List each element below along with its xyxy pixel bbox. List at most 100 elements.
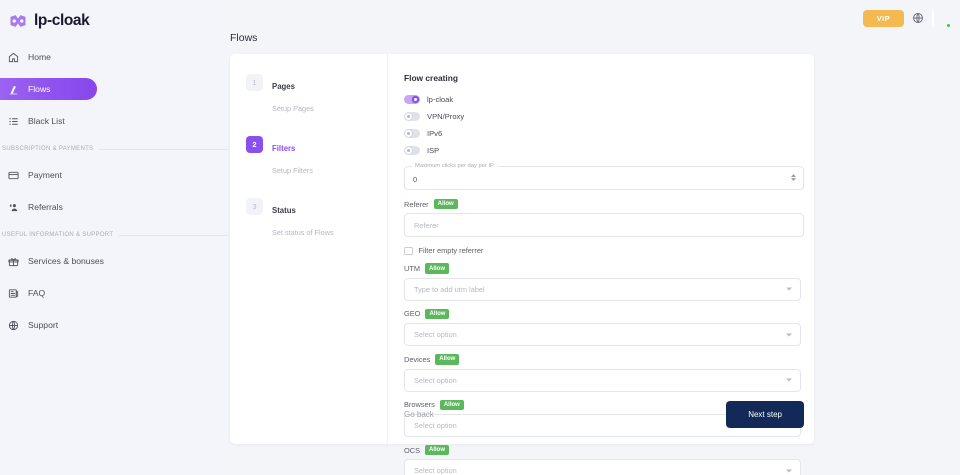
sidebar-section-subscription: SUBSCRIPTION & PAYMENTS (0, 146, 228, 152)
browsers-placeholder: Select option (414, 420, 457, 430)
chevron-down-icon (786, 287, 792, 291)
sidebar-item-label: Flows (28, 84, 51, 94)
devices-label-row: Devices Allow (404, 354, 804, 365)
utm-label-row: UTM Allow (404, 263, 804, 274)
referer-allow-badge[interactable]: Allow (433, 199, 458, 210)
utm-allow-badge[interactable]: Allow (425, 263, 450, 274)
step-title: Filters (272, 144, 296, 154)
chevron-down-icon (786, 469, 792, 473)
ocs-label: OCS (404, 445, 421, 455)
ocs-placeholder: Select option (414, 466, 457, 475)
card-footer: Go back Next step (404, 401, 804, 428)
step-number: 3 (246, 198, 263, 216)
utm-select[interactable]: Type to add utm label (404, 277, 801, 301)
geo-placeholder: Select option (414, 330, 457, 340)
sidebar-item-services-bonuses[interactable]: Services & bonuses (0, 250, 228, 272)
sidebar-section-useful-info: USEFUL INFORMATION & SUPPORT (0, 232, 228, 238)
toggle-switch[interactable] (404, 146, 420, 155)
toggle-vpn-proxy[interactable]: VPN/Proxy (404, 110, 804, 123)
devices-label: Devices (404, 354, 431, 364)
devices-select[interactable]: Select option (404, 368, 801, 392)
steps-column: 1 Pages Setup Pages 2 Filters Setup Filt… (230, 54, 388, 444)
sidebar-item-support[interactable]: Support (0, 314, 228, 336)
devices-placeholder: Select option (414, 375, 457, 385)
geo-select[interactable]: Select option (404, 323, 801, 347)
utm-placeholder: Type to add utm label (414, 284, 485, 294)
toggle-switch[interactable] (404, 129, 420, 138)
filter-empty-referrer-label: Filter empty referrer (418, 246, 484, 256)
sidebar-nav: Home Flows Black List SUBSCRIPTION & PAY… (0, 46, 228, 336)
sidebar-item-referrals[interactable]: Referrals (0, 196, 228, 218)
filter-empty-referrer-row[interactable]: Filter empty referrer (404, 246, 804, 255)
toggle-label: IPv6 (427, 129, 443, 138)
avatar[interactable] (932, 8, 951, 28)
toggle-switch[interactable] (404, 112, 420, 121)
toggle-lp-cloak[interactable]: lp-cloak (404, 93, 804, 106)
toggle-label: VPN/Proxy (427, 112, 465, 121)
page-title: Flows (230, 32, 258, 44)
section-divider (99, 148, 228, 150)
step-pages[interactable]: 1 Pages Setup Pages (230, 73, 387, 117)
list-icon (9, 117, 18, 125)
sidebar-item-label: Services & bonuses (28, 256, 104, 266)
devices-allow-badge[interactable]: Allow (435, 354, 460, 365)
ocs-allow-badge[interactable]: Allow (425, 444, 450, 456)
geo-allow-badge[interactable]: Allow (425, 308, 450, 320)
toggle-switch[interactable] (404, 95, 420, 104)
sidebar-item-black-list[interactable]: Black List (0, 110, 228, 132)
sidebar-item-home[interactable]: Home (0, 46, 228, 68)
flows-icon (9, 85, 18, 94)
max-clicks-field[interactable]: Maximum clicks per day per IP 0 (404, 163, 804, 190)
globe-icon[interactable] (912, 12, 924, 24)
brand[interactable]: lp-cloak (0, 6, 228, 36)
topbar: VIP (862, 3, 960, 33)
max-clicks-value: 0 (413, 175, 418, 184)
sidebar-section-label: SUBSCRIPTION & PAYMENTS (2, 146, 94, 152)
geo-label-row: GEO Allow (404, 308, 804, 320)
sidebar-item-label: FAQ (28, 288, 46, 298)
toggle-label: ISP (427, 146, 440, 155)
sidebar: lp-cloak Home Flows Black List (0, 0, 228, 475)
form-column: Flow creating lp-cloak VPN/Proxy IPv6 IS… (388, 54, 815, 475)
avatar-image (932, 8, 934, 27)
sidebar-item-label: Referrals (28, 202, 63, 212)
toggle-label: lp-cloak (427, 95, 454, 104)
sidebar-item-label: Support (28, 320, 59, 330)
max-clicks-legend: Maximum clicks per day per IP (412, 163, 497, 169)
vip-badge[interactable]: VIP (862, 9, 904, 27)
go-back-button[interactable]: Go back (404, 410, 434, 419)
sidebar-item-label: Payment (28, 170, 62, 180)
browsers-label-row: Browsers Allow (404, 399, 804, 410)
mask-logo-icon (10, 15, 26, 27)
home-icon (8, 52, 19, 62)
step-number: 2 (246, 136, 263, 154)
sidebar-item-label: Home (28, 52, 51, 62)
flow-creating-card: 1 Pages Setup Pages 2 Filters Setup Filt… (230, 54, 815, 475)
step-filters[interactable]: 2 Filters Setup Filters (230, 135, 387, 179)
filter-empty-referrer-checkbox[interactable] (404, 246, 413, 256)
section-divider (119, 234, 228, 236)
step-status[interactable]: 3 Status Set status of Flows (230, 197, 387, 241)
ocs-label-row: OCS Allow (404, 444, 804, 456)
toggle-isp[interactable]: ISP (404, 144, 804, 157)
browsers-allow-badge[interactable]: Allow (439, 399, 464, 410)
number-stepper[interactable] (791, 174, 796, 181)
gift-icon (8, 257, 19, 266)
toggle-ipv6[interactable]: IPv6 (404, 127, 804, 140)
referer-label-row: Referer Allow (404, 199, 804, 210)
utm-label: UTM (404, 264, 421, 274)
sidebar-item-flows[interactable]: Flows (0, 78, 97, 100)
ocs-select[interactable]: Select option (404, 459, 801, 475)
brand-name: lp-cloak (34, 12, 90, 29)
status-dot-online (946, 23, 951, 28)
form-title: Flow creating (404, 73, 458, 83)
next-step-button[interactable]: Next step (726, 401, 804, 428)
referer-input[interactable]: Referer (404, 213, 804, 238)
step-number: 1 (246, 74, 263, 91)
step-subtitle: Setup Pages (272, 103, 314, 113)
step-title: Pages (272, 82, 295, 91)
sidebar-item-payment[interactable]: Payment (0, 164, 228, 186)
sidebar-item-faq[interactable]: FAQ (0, 282, 228, 304)
geo-label: GEO (404, 309, 421, 319)
